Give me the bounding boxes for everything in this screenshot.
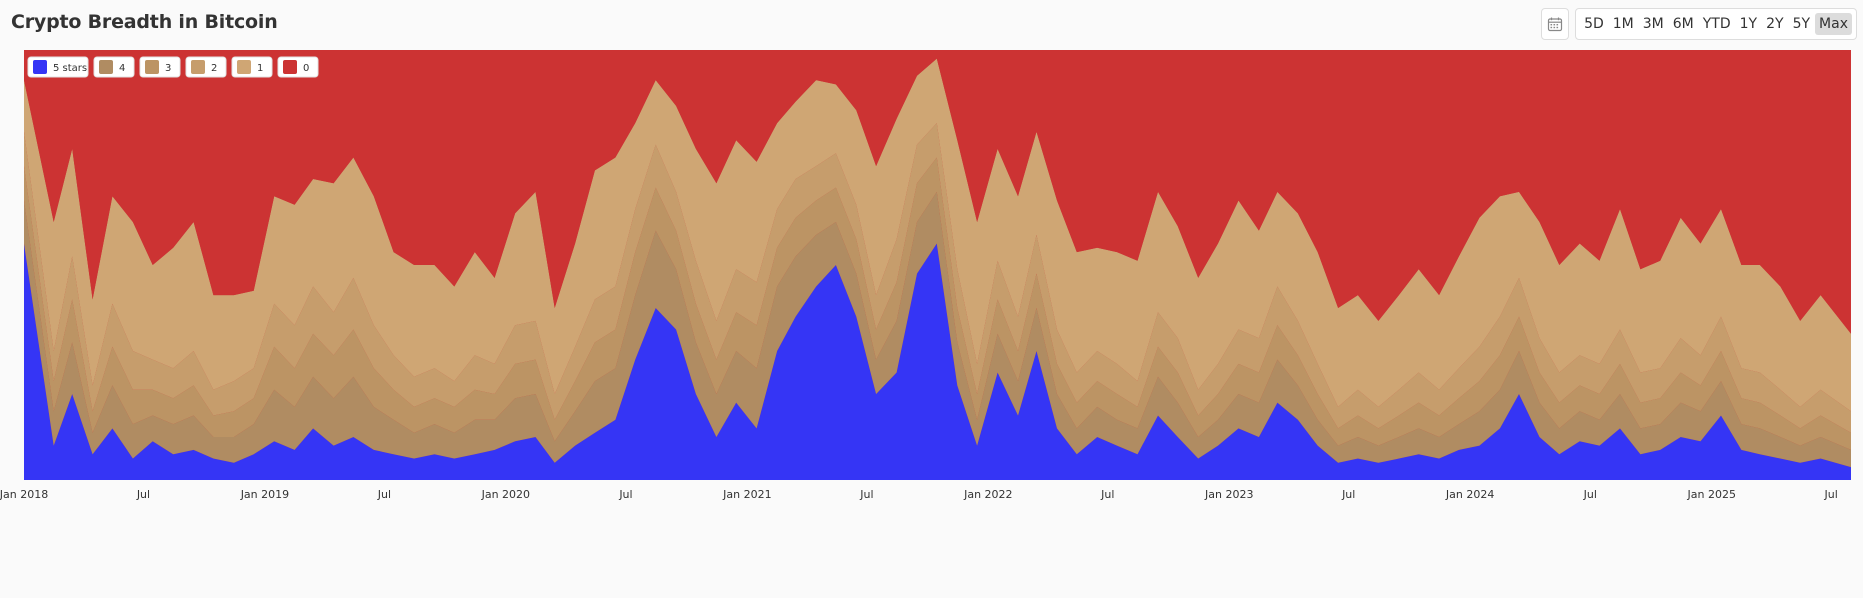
x-tick-label: Jul bbox=[1100, 488, 1114, 501]
legend-swatch bbox=[283, 60, 297, 74]
range-1m[interactable]: 1M bbox=[1612, 16, 1634, 32]
series-area-1 bbox=[24, 58, 1851, 412]
x-tick-label: Jan 2024 bbox=[1445, 488, 1494, 501]
legend-label: 5 stars bbox=[53, 63, 87, 74]
x-tick-label: Jul bbox=[1341, 488, 1355, 501]
legend-swatch bbox=[99, 60, 113, 74]
calendar-icon bbox=[1547, 17, 1563, 32]
x-tick-label: Jul bbox=[1583, 488, 1597, 501]
x-tick-label: Jan 2025 bbox=[1687, 488, 1736, 501]
x-tick-label: Jul bbox=[1824, 488, 1838, 501]
range-2y[interactable]: 2Y bbox=[1766, 16, 1784, 32]
range-selector: 5D 1M 3M 6M YTD 1Y 2Y 5Y Max bbox=[1575, 8, 1857, 40]
range-1y[interactable]: 1Y bbox=[1739, 16, 1758, 32]
series-area-5-stars bbox=[24, 243, 1851, 480]
range-max[interactable]: Max bbox=[1815, 13, 1852, 35]
x-tick-label: Jan 2021 bbox=[722, 488, 771, 501]
x-tick-label: Jan 2019 bbox=[240, 488, 289, 501]
legend: 5 stars 4 3 2 1 0 bbox=[27, 56, 319, 78]
x-tick-label: Jan 2022 bbox=[963, 488, 1012, 501]
range-toolbar: 5D 1M 3M 6M YTD 1Y 2Y 5Y Max bbox=[1541, 8, 1857, 40]
range-5d[interactable]: 5D bbox=[1584, 16, 1604, 32]
x-tick-label: Jan 2023 bbox=[1204, 488, 1253, 501]
legend-item-5-stars: 5 stars bbox=[27, 56, 89, 78]
range-5y[interactable]: 5Y bbox=[1792, 16, 1811, 32]
x-axis: Jan 2018 Jul Jan 2019 Jul Jan 2020 Jul Jan 202… bbox=[0, 488, 1838, 501]
series-area-2 bbox=[24, 123, 1851, 433]
legend-label: 3 bbox=[165, 63, 171, 74]
x-tick-label: Jul bbox=[377, 488, 391, 501]
x-tick-label: Jan 2020 bbox=[481, 488, 530, 501]
legend-swatch bbox=[33, 60, 47, 74]
series-area-3 bbox=[24, 157, 1851, 450]
legend-item-0: 0 bbox=[277, 56, 319, 78]
legend-swatch bbox=[145, 60, 159, 74]
page-title: Crypto Breadth in Bitcoin bbox=[11, 11, 278, 33]
legend-label: 4 bbox=[119, 63, 125, 74]
x-tick-label: Jul bbox=[859, 488, 873, 501]
legend-item-4: 4 bbox=[93, 56, 135, 78]
legend-swatch bbox=[191, 60, 205, 74]
legend-item-3: 3 bbox=[139, 56, 181, 78]
legend-label: 0 bbox=[303, 63, 309, 74]
x-tick-label: Jul bbox=[618, 488, 632, 501]
x-tick-label: Jul bbox=[136, 488, 150, 501]
range-6m[interactable]: 6M bbox=[1672, 16, 1694, 32]
legend-label: 1 bbox=[257, 63, 263, 74]
calendar-button[interactable] bbox=[1541, 8, 1570, 40]
legend-label: 2 bbox=[211, 63, 217, 74]
legend-item-2: 2 bbox=[185, 56, 227, 78]
x-tick-label: Jan 2018 bbox=[0, 488, 48, 501]
range-3m[interactable]: 3M bbox=[1642, 16, 1664, 32]
range-ytd[interactable]: YTD bbox=[1702, 16, 1731, 32]
series-area-4 bbox=[24, 191, 1851, 468]
legend-swatch bbox=[237, 60, 251, 74]
series-area-0 bbox=[24, 50, 1851, 334]
series-areas bbox=[24, 50, 1851, 480]
legend-item-1: 1 bbox=[231, 56, 273, 78]
